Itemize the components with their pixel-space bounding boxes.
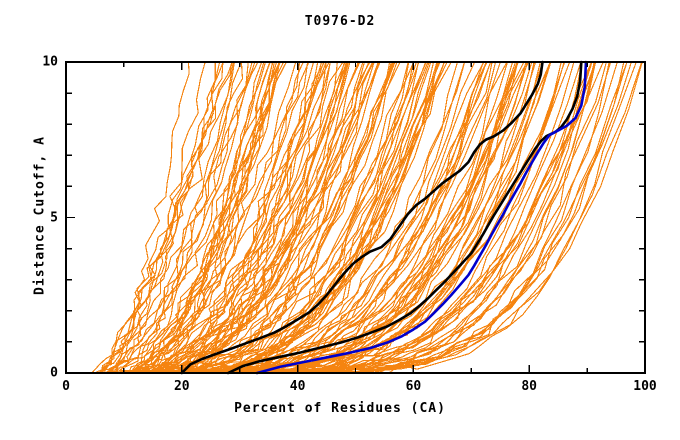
ensemble-curve — [162, 61, 349, 374]
ensemble-curve — [155, 61, 351, 374]
axis-frame-layer — [65, 61, 646, 374]
ensemble-curve — [104, 61, 256, 374]
ensemble-curve — [109, 61, 282, 374]
ensemble-curve — [98, 61, 235, 374]
chart-title: T0976-D2 — [304, 14, 376, 29]
y-tick-label-5: 5 — [50, 210, 58, 225]
ensemble-curve — [217, 61, 509, 374]
ensemble-curve — [115, 61, 190, 374]
ensemble-curve — [122, 61, 330, 374]
ensemble-curve — [173, 61, 419, 374]
ensemble-curve — [96, 61, 234, 374]
ensemble-curve — [118, 61, 224, 374]
x-tick-label-100: 100 — [633, 379, 657, 394]
ensemble-curve — [153, 61, 420, 374]
ensemble-curve — [135, 61, 274, 374]
x-tick-label-40: 40 — [289, 379, 306, 394]
ensemble-curve — [159, 61, 370, 374]
ensemble-curve — [91, 61, 233, 374]
ensemble-curve — [169, 61, 380, 374]
ensemble-curve — [192, 61, 430, 374]
ensemble-curve — [152, 61, 323, 374]
ensemble-curve — [169, 61, 427, 374]
ensemble-curve — [130, 61, 278, 374]
ensemble-curves-layer — [90, 61, 643, 374]
series-curve-best-model-black-1 — [180, 60, 544, 375]
ensemble-curve — [163, 61, 391, 374]
ensemble-curve — [94, 61, 233, 374]
ensemble-curve — [146, 61, 301, 374]
x-tick-label-80: 80 — [521, 379, 538, 394]
x-tick-label-0: 0 — [62, 379, 70, 394]
ensemble-curve — [96, 61, 224, 374]
ensemble-curve — [109, 61, 259, 374]
series-curve-highlighted-model-blue — [255, 60, 588, 375]
ensemble-curve — [171, 61, 395, 374]
y-tick-label-10: 10 — [42, 54, 58, 70]
ensemble-curve — [124, 61, 280, 374]
ensemble-curve — [191, 61, 459, 374]
ensemble-curve — [157, 61, 331, 374]
ensemble-curve — [99, 61, 206, 374]
x-tick-label-20: 20 — [173, 379, 190, 394]
ensemble-curve — [137, 61, 271, 374]
ensemble-curve — [164, 61, 371, 374]
ensemble-curve — [128, 61, 344, 374]
highlight-curves-layer — [180, 60, 588, 375]
ensemble-curve — [123, 61, 265, 374]
ensemble-curve — [113, 61, 287, 374]
ensemble-curve — [209, 61, 492, 374]
x-axis-label: Percent of Residues (CA) — [234, 401, 446, 416]
ensemble-curve — [93, 61, 216, 374]
ensemble-curve — [127, 61, 285, 374]
ensemble-curve — [131, 61, 244, 374]
ensemble-curve — [140, 61, 309, 374]
x-tick-label-60: 60 — [405, 379, 422, 394]
ensemble-curve — [100, 61, 253, 374]
ensemble-curve — [130, 61, 350, 374]
y-tick-label-0: 0 — [50, 365, 58, 381]
